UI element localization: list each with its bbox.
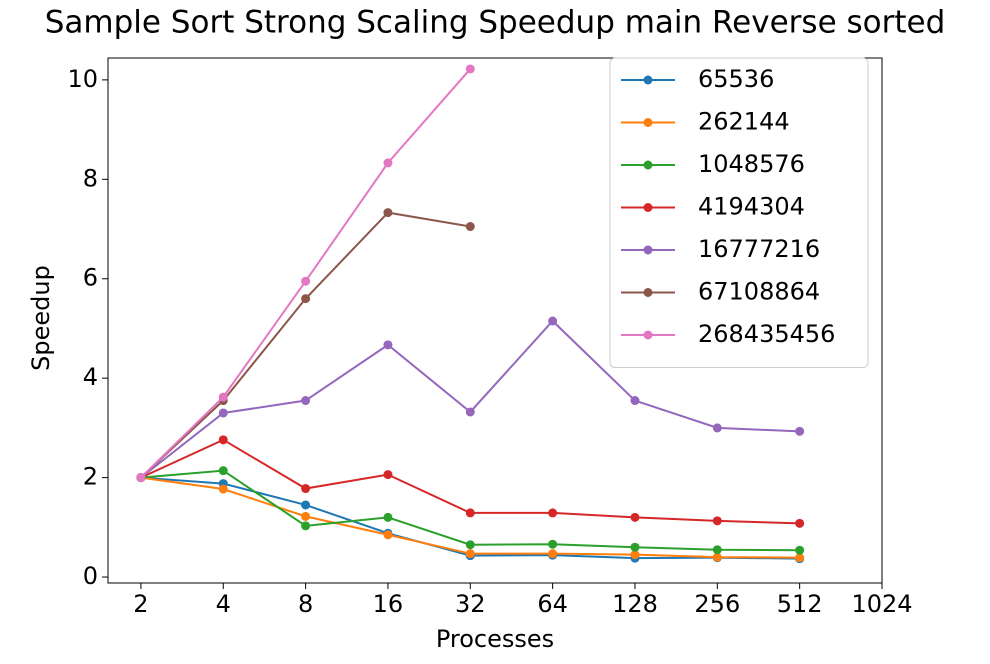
data-point — [795, 518, 805, 528]
data-point — [301, 294, 311, 304]
series-line — [140, 68, 472, 479]
y-tick-label: 2 — [83, 463, 98, 491]
data-point — [712, 545, 722, 555]
legend-marker — [643, 288, 653, 297]
data-point — [795, 426, 805, 436]
data-point — [218, 435, 228, 445]
legend-marker — [643, 330, 653, 340]
chart-title: Sample Sort Strong Scaling Speedup main … — [45, 5, 946, 41]
x-tick-label: 4 — [216, 590, 231, 618]
data-point — [218, 408, 228, 418]
y-tick-label: 4 — [83, 363, 98, 391]
legend-label: 65536 — [698, 65, 774, 93]
legend-marker — [643, 203, 653, 212]
data-point — [301, 276, 311, 286]
data-point — [548, 549, 558, 559]
data-point — [465, 407, 475, 417]
data-point — [465, 549, 475, 559]
data-point — [383, 530, 393, 540]
legend-label: 268435456 — [698, 320, 835, 348]
data-point — [301, 500, 311, 510]
y-tick-label: 8 — [83, 164, 98, 192]
data-point — [548, 508, 558, 518]
data-point — [136, 473, 146, 483]
data-point — [712, 552, 722, 562]
x-tick-label: 8 — [298, 590, 313, 618]
x-tick-label: 256 — [694, 590, 740, 618]
data-point — [383, 340, 393, 350]
x-tick-label: 1024 — [851, 590, 912, 618]
data-point — [383, 208, 393, 218]
x-tick-label: 64 — [537, 590, 568, 618]
data-point — [712, 423, 722, 433]
data-point — [301, 521, 311, 531]
data-point — [465, 64, 475, 74]
x-tick-label: 32 — [455, 590, 486, 618]
y-axis-label: Speedup — [27, 265, 55, 371]
legend-marker — [643, 245, 653, 255]
data-point — [630, 396, 640, 406]
data-point — [548, 316, 558, 326]
legend-box — [609, 57, 869, 368]
data-point — [218, 466, 228, 476]
legend-marker — [643, 75, 653, 85]
legend-label: 67108864 — [698, 278, 820, 306]
data-point — [712, 516, 722, 526]
y-tick-label: 6 — [83, 264, 98, 292]
legend-label: 1048576 — [698, 150, 805, 178]
data-point — [383, 512, 393, 522]
x-tick-label: 128 — [612, 590, 658, 618]
legend-label: 4194304 — [698, 193, 805, 221]
data-point — [465, 222, 475, 232]
legend-label: 262144 — [698, 108, 790, 136]
data-point — [795, 545, 805, 555]
x-axis-label: Processes — [436, 625, 554, 653]
data-point — [301, 484, 311, 494]
data-point — [301, 396, 311, 406]
data-point — [218, 392, 228, 402]
legend-marker — [643, 160, 653, 170]
y-tick-label: 0 — [83, 562, 98, 590]
data-point — [630, 550, 640, 560]
data-point — [465, 540, 475, 550]
legend-marker — [643, 118, 653, 127]
data-point — [795, 553, 805, 563]
data-point — [548, 539, 558, 549]
data-point — [301, 511, 311, 521]
y-tick-label: 10 — [67, 65, 98, 93]
x-tick-label: 16 — [373, 590, 404, 618]
data-point — [218, 484, 228, 494]
data-point — [630, 542, 640, 552]
data-point — [465, 508, 475, 518]
data-point — [383, 158, 393, 168]
data-point — [383, 470, 393, 480]
legend-label: 16777216 — [698, 235, 820, 263]
x-tick-label: 2 — [133, 590, 148, 618]
x-tick-label: 512 — [777, 590, 823, 618]
data-point — [630, 512, 640, 522]
plot-frame — [107, 57, 883, 584]
